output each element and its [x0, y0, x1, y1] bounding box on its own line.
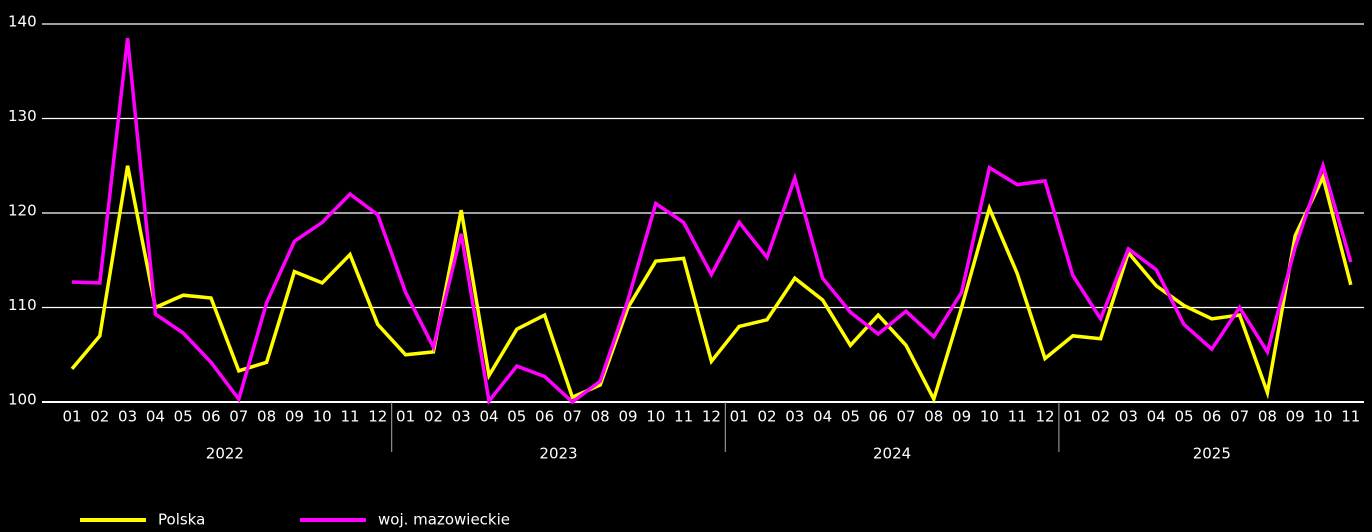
- x-tick-label: 02: [1091, 408, 1110, 426]
- x-tick-label: 11: [1008, 408, 1027, 426]
- y-tick-label: 110: [8, 296, 37, 314]
- y-tick-label: 130: [8, 107, 37, 125]
- x-tick-label: 05: [841, 408, 860, 426]
- year-label: 2024: [873, 445, 911, 463]
- x-tick-label: 03: [1119, 408, 1138, 426]
- x-tick-label: 06: [535, 408, 554, 426]
- year-label: 2025: [1193, 445, 1231, 463]
- x-tick-label: 06: [1202, 408, 1221, 426]
- x-tick-label: 06: [869, 408, 888, 426]
- x-tick-label: 09: [1286, 408, 1305, 426]
- year-label: 2022: [206, 445, 244, 463]
- x-tick-label: 04: [479, 408, 498, 426]
- series-line: [70, 165, 1353, 404]
- x-tick-label: 11: [1341, 408, 1360, 426]
- x-tick-label: 04: [146, 408, 165, 426]
- x-tick-label: 09: [952, 408, 971, 426]
- year-label: 2023: [539, 445, 577, 463]
- x-tick-label: 01: [1063, 408, 1082, 426]
- x-tick-label: 02: [757, 408, 776, 426]
- x-tick-label: 05: [174, 408, 193, 426]
- series-line: [71, 37, 1353, 406]
- x-tick-label: 08: [257, 408, 276, 426]
- x-tick-label: 09: [618, 408, 637, 426]
- x-tick-label: 02: [90, 408, 109, 426]
- x-tick-label: 03: [785, 408, 804, 426]
- x-tick-label: 07: [229, 408, 248, 426]
- x-tick-label: 11: [674, 408, 693, 426]
- x-tick-label: 08: [924, 408, 943, 426]
- x-tick-label: 02: [424, 408, 443, 426]
- x-tick-label: 07: [896, 408, 915, 426]
- x-tick-label: 03: [118, 408, 137, 426]
- x-tick-label: 04: [1147, 408, 1166, 426]
- x-tick-label: 12: [1035, 408, 1054, 426]
- x-tick-label: 12: [702, 408, 721, 426]
- x-tick-label: 10: [980, 408, 999, 426]
- x-tick-label: 12: [368, 408, 387, 426]
- y-tick-label: 120: [8, 202, 37, 220]
- x-tick-label: 08: [1258, 408, 1277, 426]
- x-tick-label: 09: [285, 408, 304, 426]
- x-tick-label: 06: [201, 408, 220, 426]
- x-tick-label: 01: [730, 408, 749, 426]
- x-tick-label: 01: [396, 408, 415, 426]
- x-tick-label: 03: [452, 408, 471, 426]
- x-tick-label: 04: [813, 408, 832, 426]
- x-tick-label: 07: [563, 408, 582, 426]
- y-tick-label: 140: [8, 13, 37, 31]
- legend-label: woj. mazowieckie: [378, 511, 510, 529]
- x-tick-label: 07: [1230, 408, 1249, 426]
- x-tick-label: 11: [340, 408, 359, 426]
- x-tick-label: 10: [646, 408, 665, 426]
- y-tick-label: 100: [8, 391, 37, 409]
- legend-label: Polska: [158, 511, 205, 529]
- x-tick-label: 10: [313, 408, 332, 426]
- x-tick-label: 10: [1313, 408, 1332, 426]
- x-tick-label: 08: [591, 408, 610, 426]
- x-tick-label: 01: [62, 408, 81, 426]
- x-tick-label: 05: [507, 408, 526, 426]
- x-tick-label: 05: [1174, 408, 1193, 426]
